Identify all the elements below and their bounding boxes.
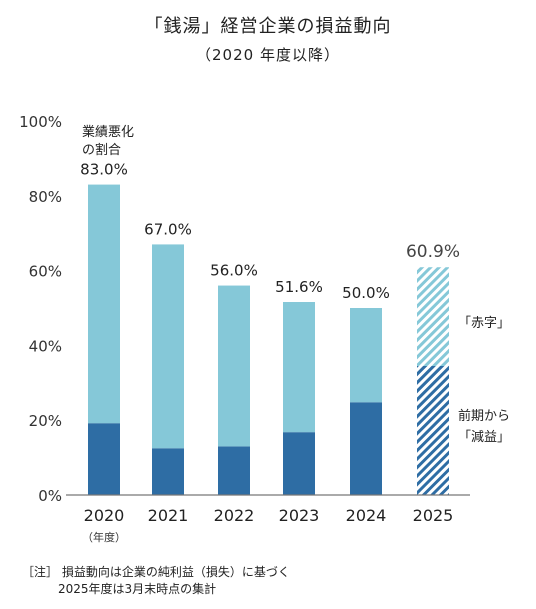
bar-akaji-2023 (283, 302, 315, 433)
data-label-total: 50.0% (342, 284, 390, 302)
x-tick-label: 2025 (413, 506, 454, 525)
x-tick-label: 2024 (346, 506, 387, 525)
data-label-total: 83.0% (80, 161, 128, 179)
y-axis: 0% 20% 40% 60% 80% 100% (19, 113, 62, 505)
legend-label-akaji: 「赤字」 (458, 316, 510, 331)
bar-gensui-2025 (417, 365, 449, 495)
x-axis-sublabel: （年度） (82, 530, 126, 544)
data-label-total: 60.9% (406, 242, 460, 262)
bars-group (88, 184, 449, 495)
y-tick-label: 100% (19, 113, 62, 131)
bar-gensui-2021 (152, 448, 184, 495)
y-tick-label: 60% (29, 263, 62, 281)
x-tick-label: 2021 (148, 506, 189, 525)
data-label-total: 56.0% (210, 262, 258, 280)
x-tick-label: 2023 (279, 506, 320, 525)
data-label-total: 67.0% (144, 220, 192, 238)
x-tick-label: 2020 (84, 506, 125, 525)
chart-title: 「銭湯」経営企業の損益動向 (144, 16, 392, 37)
chart-subtitle: （2020 年度以降） (196, 46, 340, 64)
stacked-bar-chart: 0%20%40%60%80%100% 2020 2021 2022 2023 2024 2… (19, 113, 510, 544)
bar-akaji-2021 (152, 244, 184, 449)
bar-akaji-2025 (417, 267, 449, 366)
y-tick-label: 40% (29, 337, 62, 355)
bar-akaji-2024 (350, 308, 382, 403)
labels-group: 83.0% 67.0% 56.0% 51.6% 50.0% 60.9% 業績悪化の割合「赤字… (80, 124, 510, 445)
x-axis: 2020 2021 2022 2023 2024 2025 （年度） (66, 494, 470, 544)
legend-label-gensui-2: 「減益」 (458, 429, 510, 445)
bar-gensui-2023 (283, 432, 315, 495)
footnote-line-1: ［注］ 損益動向は企業の純利益（損失）に基づく (22, 565, 290, 579)
footnote-line-2: 2025年度は3月末時点の集計 (58, 582, 217, 596)
x-tick-label: 2022 (214, 506, 255, 525)
y-tick-label: 80% (29, 188, 62, 206)
annotation-line: の割合 (82, 142, 121, 158)
y-tick-label: 20% (29, 412, 62, 430)
annotation-line: 業績悪化 (82, 124, 134, 140)
bar-gensui-2020 (88, 423, 120, 495)
y-tick-label: 0% (38, 487, 62, 505)
bar-akaji-2022 (218, 285, 250, 447)
bar-gensui-2022 (218, 446, 250, 495)
legend-label-gensui-1: 前期から (458, 408, 510, 424)
data-label-total: 51.6% (275, 278, 323, 296)
bar-gensui-2024 (350, 402, 382, 495)
bar-akaji-2020 (88, 184, 120, 424)
